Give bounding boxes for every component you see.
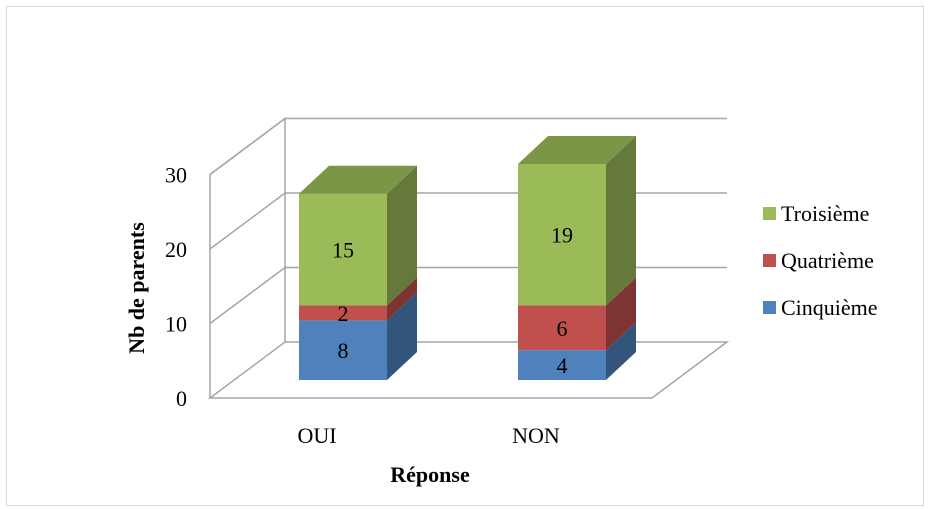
y-tick-label: 10 xyxy=(165,312,187,337)
bar-segment-side xyxy=(387,292,417,380)
legend: Troisième Quatrième Cinquième xyxy=(763,201,878,320)
chart-walls xyxy=(207,117,730,399)
legend-label: Cinquième xyxy=(781,295,878,320)
bar-segment-front xyxy=(299,320,387,380)
y-tick-label: 0 xyxy=(176,386,187,411)
data-label: 2 xyxy=(338,301,349,326)
legend-swatch xyxy=(763,254,776,267)
bar-segment-front xyxy=(518,305,606,351)
bar-segment-side xyxy=(606,277,636,351)
y-tick-label: 30 xyxy=(165,163,187,188)
legend-label: Troisième xyxy=(781,201,869,226)
bar-segment-front xyxy=(518,163,606,306)
floor xyxy=(207,341,730,399)
bar-top xyxy=(299,165,417,194)
gridline xyxy=(209,266,727,325)
gridlines xyxy=(209,117,727,325)
bar-segment-front xyxy=(518,350,606,380)
y-axis-ticks: 0 10 20 30 xyxy=(165,163,187,412)
legend-swatch xyxy=(763,301,776,314)
data-label: 19 xyxy=(551,223,573,248)
side-wall xyxy=(209,117,286,398)
bar-segment-side xyxy=(606,322,636,380)
x-tick-label: OUI xyxy=(297,423,336,448)
x-axis-ticks: OUI NON xyxy=(297,423,559,448)
bar-segment-front xyxy=(299,305,387,321)
gridline xyxy=(209,117,727,176)
gridline xyxy=(209,192,727,250)
bar-segment-side xyxy=(606,135,636,306)
legend-label: Quatrième xyxy=(781,248,874,273)
bar-segment-side xyxy=(387,277,417,321)
x-axis-title: Réponse xyxy=(390,462,470,487)
y-tick-label: 20 xyxy=(165,237,187,262)
data-label: 15 xyxy=(332,238,354,263)
legend-swatch xyxy=(763,207,776,220)
bars xyxy=(299,135,636,380)
data-labels: 8 2 15 4 6 19 xyxy=(332,223,573,378)
data-label: 8 xyxy=(338,338,349,363)
bar-top xyxy=(518,135,636,164)
x-tick-label: NON xyxy=(512,423,560,448)
data-label: 6 xyxy=(557,316,568,341)
y-axis-title: Nb de parents xyxy=(124,222,149,354)
bar-segment-front xyxy=(299,193,387,306)
bar-segment-side xyxy=(387,165,417,306)
data-label: 4 xyxy=(557,353,568,378)
